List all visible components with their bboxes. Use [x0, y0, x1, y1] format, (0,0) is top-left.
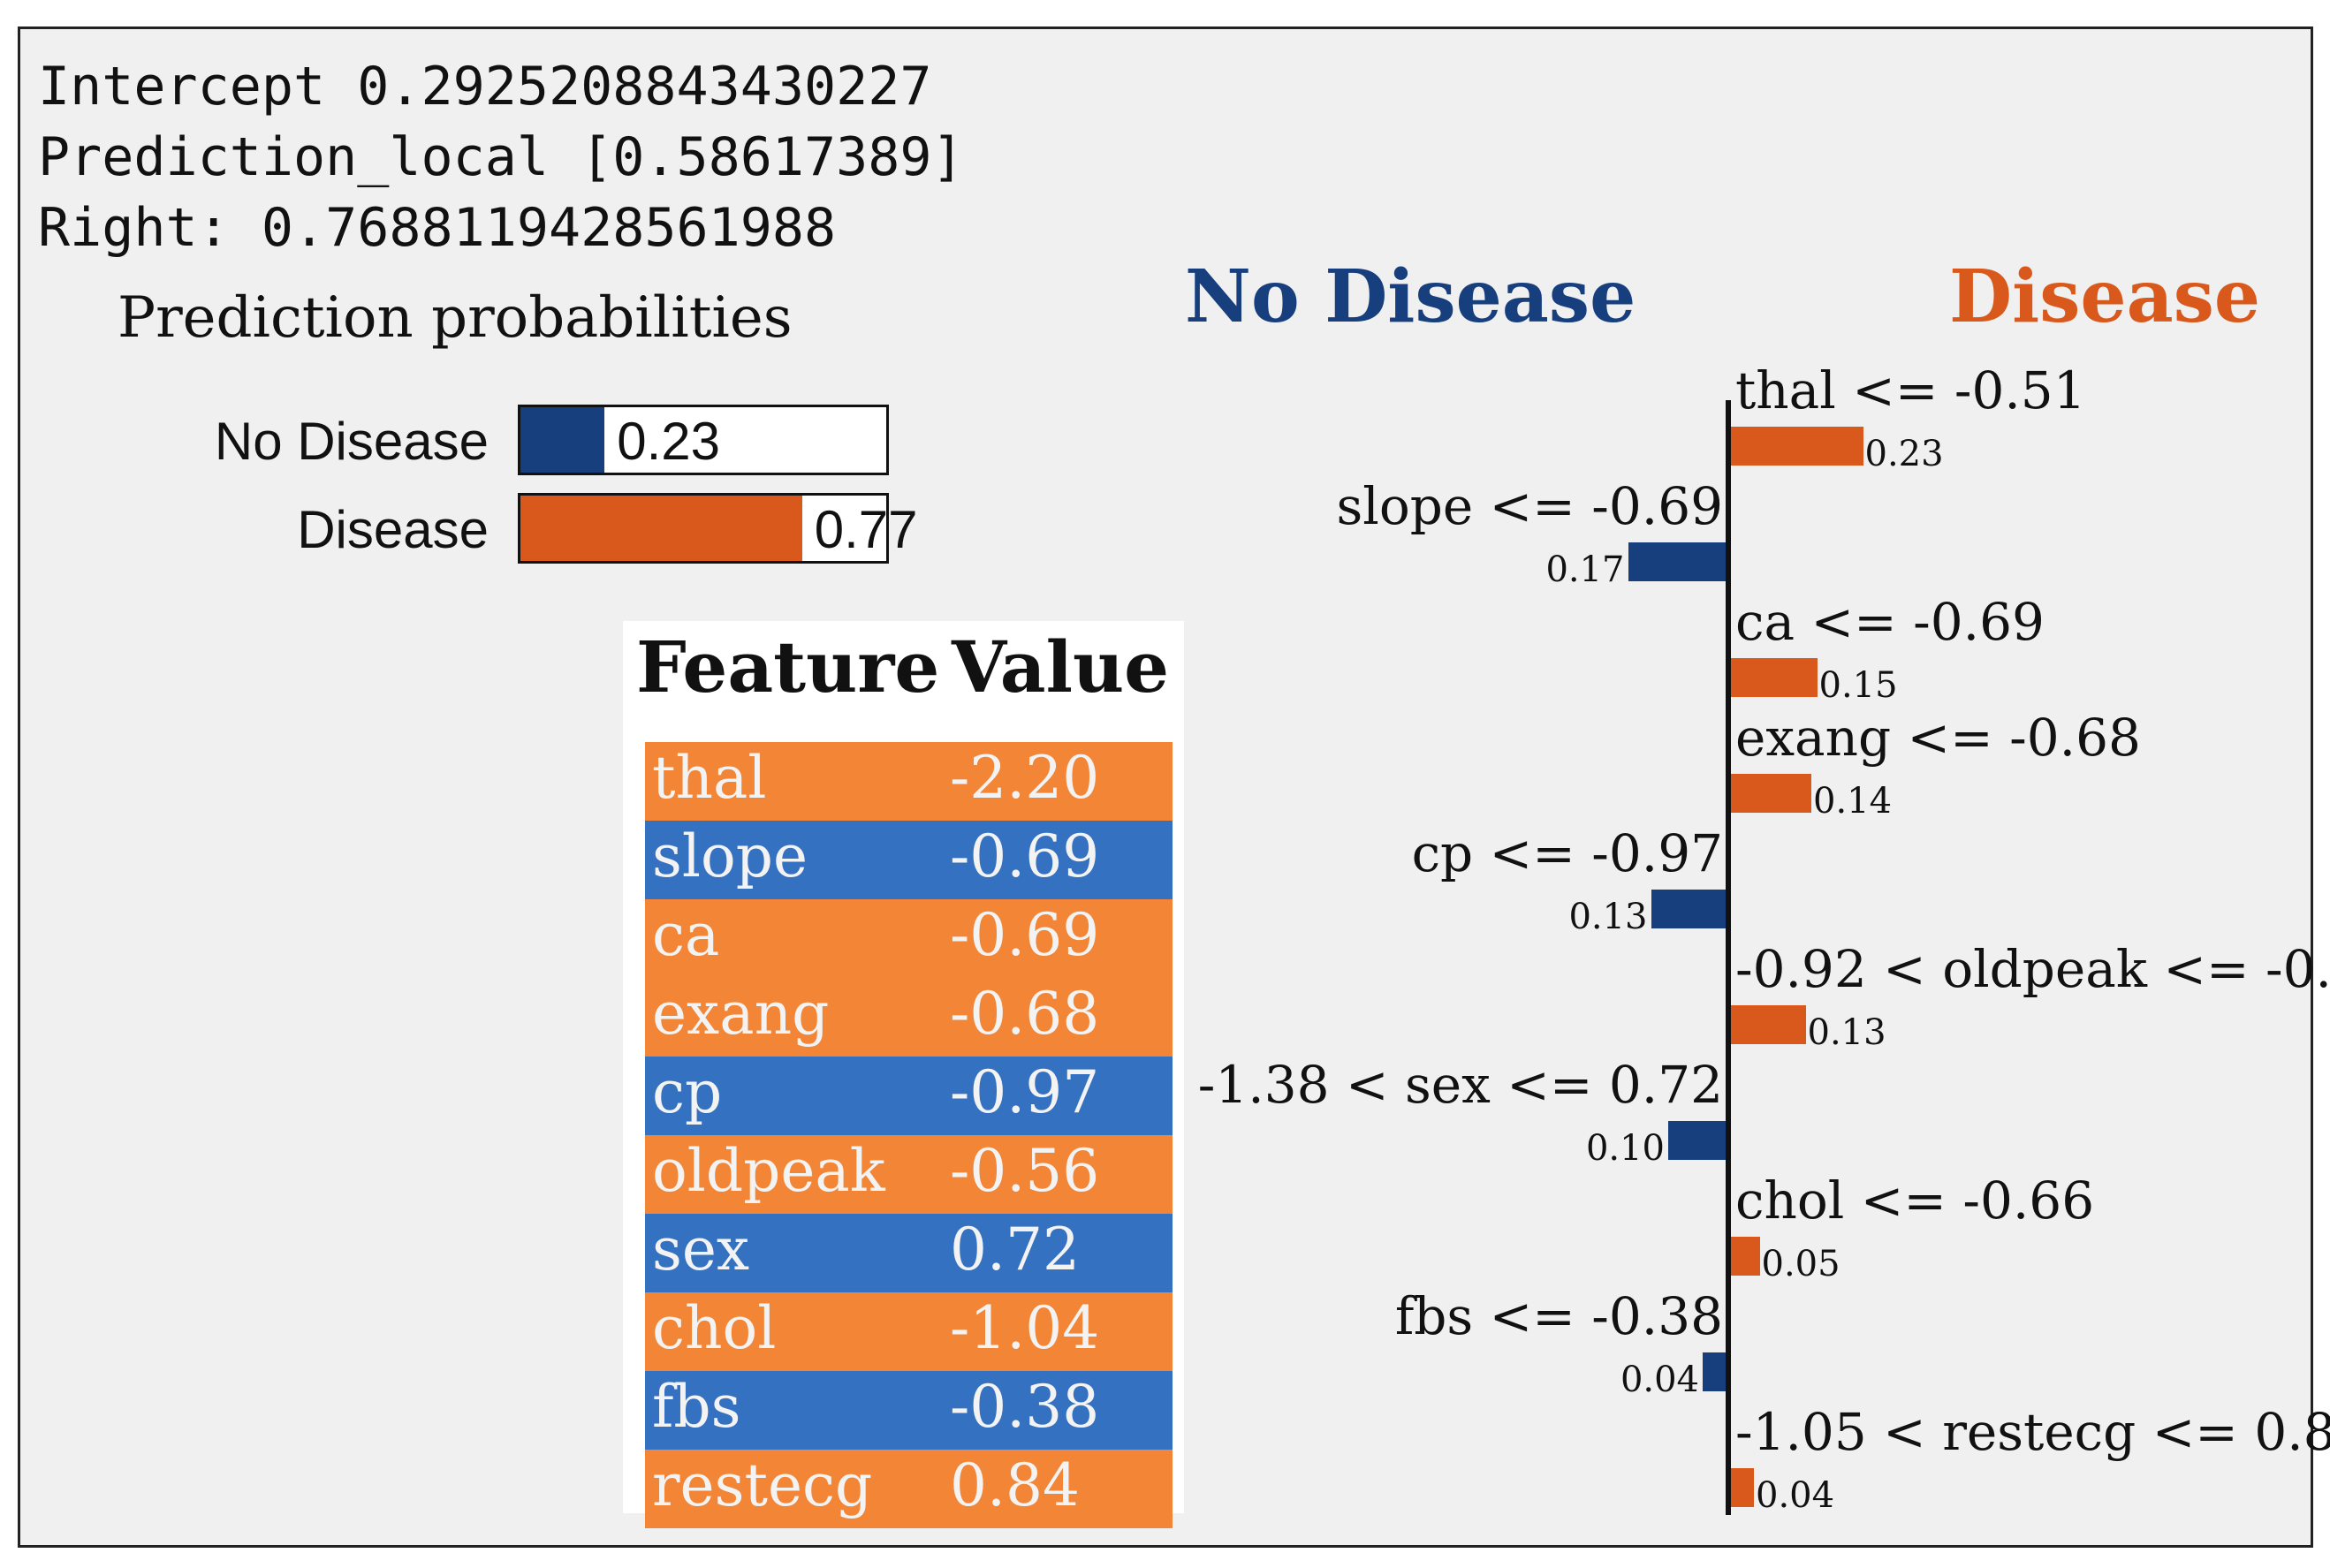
condition-label: -1.05 < restecg <= 0.84 [1735, 1402, 2330, 1462]
weight-label: 0.04 [1756, 1475, 1835, 1516]
prediction-local-text: Prediction_local [0.58617389] [38, 126, 964, 188]
prob-bar-no-disease [518, 405, 889, 475]
table-row: cp -0.97 [645, 1057, 1173, 1135]
feature-name: restecg [652, 1451, 873, 1519]
weight-bar [1731, 658, 1818, 697]
chart-title-disease: Disease [1949, 254, 2261, 339]
table-header-feature: Feature [636, 625, 940, 708]
chart-title-no-disease: No Disease [1185, 254, 1636, 339]
prob-fill-no-disease [520, 407, 605, 473]
feature-name: ca [652, 901, 720, 969]
feature-value: -0.38 [950, 1373, 1100, 1441]
prob-value-disease: 0.77 [814, 500, 918, 559]
feature-name: exang [652, 980, 830, 1048]
weight-label: 0.05 [1761, 1244, 1840, 1284]
feature-name: cp [652, 1058, 723, 1126]
feature-value: -2.20 [950, 744, 1100, 812]
feature-value: -0.68 [950, 980, 1100, 1048]
feature-value: -1.04 [950, 1294, 1100, 1362]
weight-bar [1731, 1468, 1754, 1507]
condition-label: -1.38 < sex <= 0.72 [1197, 1055, 1723, 1115]
feature-value: -0.97 [950, 1058, 1100, 1126]
lime-explanation-panel: Intercept 0.2925208843430227 Prediction_… [18, 27, 2330, 1548]
prob-label-no-disease: No Disease [214, 412, 489, 471]
prediction-probabilities-title: Prediction probabilities [118, 285, 793, 351]
condition-label: slope <= -0.69 [1336, 476, 1724, 536]
chart-center-axis [1726, 400, 1731, 1515]
feature-name: sex [652, 1216, 750, 1284]
weight-bar [1628, 542, 1726, 581]
prob-label-disease: Disease [297, 500, 489, 559]
weight-label: 0.13 [1807, 1012, 1886, 1053]
feature-value: -0.56 [950, 1137, 1100, 1205]
feature-name: fbs [652, 1373, 741, 1441]
table-row: sex 0.72 [645, 1214, 1173, 1292]
condition-label: fbs <= -0.38 [1394, 1286, 1723, 1346]
weight-label: 0.23 [1864, 434, 1944, 474]
table-row: chol -1.04 [645, 1292, 1173, 1371]
prob-fill-disease [520, 496, 802, 561]
weight-bar [1703, 1352, 1726, 1391]
feature-name: chol [652, 1294, 777, 1362]
feature-name: slope [652, 822, 808, 890]
weight-label: 0.13 [1568, 897, 1648, 937]
right-text: Right: 0.7688119428561988 [38, 197, 837, 259]
feature-name: thal [652, 744, 767, 812]
weight-label: 0.14 [1813, 781, 1893, 822]
weight-label: 0.15 [1818, 665, 1898, 706]
feature-value: -0.69 [950, 901, 1100, 969]
condition-label: cp <= -0.97 [1411, 823, 1723, 883]
table-row: fbs -0.38 [645, 1371, 1173, 1450]
weight-bar [1651, 890, 1726, 928]
table-row: slope -0.69 [645, 821, 1173, 899]
feature-name: oldpeak [652, 1137, 885, 1205]
feature-value: -0.69 [950, 822, 1100, 890]
table-header-value: Value [952, 625, 1170, 708]
feature-value: 0.84 [950, 1451, 1080, 1519]
condition-label: exang <= -0.68 [1735, 708, 2141, 768]
weight-bar [1731, 1005, 1806, 1044]
condition-label: -0.92 < oldpeak <= -0.19 [1735, 939, 2330, 999]
weight-bar [1731, 774, 1811, 813]
condition-label: thal <= -0.51 [1735, 360, 2086, 420]
weight-bar [1668, 1121, 1726, 1160]
table-row: restecg 0.84 [645, 1450, 1173, 1528]
condition-label: chol <= -0.66 [1735, 1170, 2095, 1231]
feature-value: 0.72 [950, 1216, 1080, 1284]
table-row: oldpeak -0.56 [645, 1135, 1173, 1214]
condition-label: ca <= -0.69 [1735, 592, 2045, 652]
feature-value-table: Feature Value thal -2.20 slope -0.69 ca -0.69… [623, 621, 1184, 1528]
table-row: thal -2.20 [645, 742, 1173, 821]
prob-bar-disease [518, 493, 889, 564]
table-row: exang -0.68 [645, 978, 1173, 1057]
weight-bar [1731, 1237, 1760, 1276]
weight-label: 0.04 [1620, 1360, 1699, 1400]
weight-bar [1731, 427, 1863, 466]
prob-value-no-disease: 0.23 [617, 412, 720, 471]
weight-label: 0.17 [1545, 549, 1625, 590]
intercept-text: Intercept 0.2925208843430227 [38, 56, 932, 117]
table-row: ca -0.69 [645, 899, 1173, 978]
weight-label: 0.10 [1585, 1128, 1665, 1169]
